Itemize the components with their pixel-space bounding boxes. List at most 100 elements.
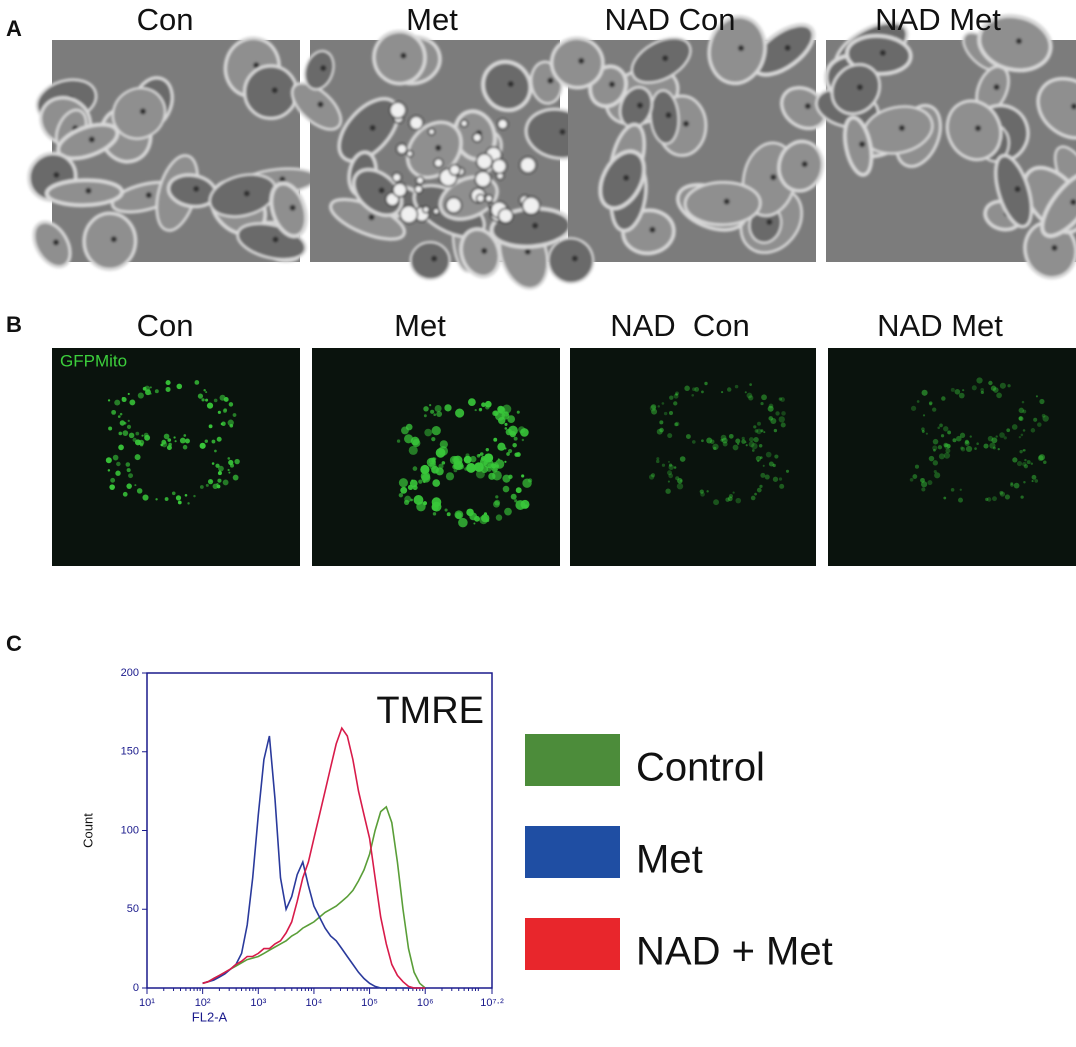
mito (732, 444, 739, 451)
mito (757, 460, 760, 463)
fluorescence-image (52, 348, 300, 566)
mito (119, 412, 123, 416)
mito (398, 478, 408, 488)
x-tick-label: 10³ (250, 997, 266, 1009)
mito (207, 402, 214, 409)
mito (165, 386, 171, 392)
mito (691, 393, 695, 397)
mito (744, 441, 747, 444)
nucleolus (193, 185, 200, 192)
nucleolus (578, 57, 585, 64)
mito (494, 499, 501, 506)
mito (136, 488, 143, 494)
vacuole (475, 152, 494, 171)
mito (1018, 416, 1023, 421)
mito (423, 480, 426, 484)
mito (764, 474, 770, 480)
mito (400, 486, 408, 494)
mito (527, 478, 533, 483)
image-bg (52, 348, 300, 566)
mito (720, 390, 724, 394)
cell (459, 227, 502, 279)
mito (1022, 462, 1027, 467)
mito (142, 494, 149, 501)
mito (401, 426, 409, 435)
mito (952, 438, 957, 443)
vacuole (445, 196, 463, 214)
mito (495, 464, 499, 468)
x-tick-label: 10¹ (139, 997, 155, 1009)
cell (409, 241, 451, 281)
mito (127, 392, 130, 396)
legend-swatch (525, 918, 620, 970)
mito (958, 392, 965, 399)
mito (775, 411, 780, 416)
vacuole (432, 207, 440, 216)
nucleolus (369, 124, 376, 131)
mito (780, 422, 786, 428)
mito (921, 427, 925, 431)
mito (126, 424, 132, 429)
mito (659, 427, 664, 433)
mito (765, 451, 772, 458)
mito (650, 473, 656, 478)
vacuole (392, 182, 408, 198)
mito (455, 408, 465, 418)
x-axis-label: FL2-A (192, 1009, 228, 1024)
mito (728, 433, 734, 439)
mito (115, 470, 121, 476)
mito (134, 454, 141, 461)
mito (939, 423, 943, 428)
mito (1018, 407, 1025, 414)
mito (985, 497, 989, 502)
mito (199, 485, 204, 489)
mito (164, 497, 169, 501)
micrographs (27, 14, 1076, 566)
mito (128, 473, 134, 479)
mito (762, 464, 765, 467)
mito (141, 434, 144, 437)
image-bg (570, 348, 816, 566)
x-tick-label: 10⁶ (417, 997, 434, 1009)
mito (473, 522, 476, 525)
mito (1041, 413, 1046, 418)
vacuole (475, 193, 486, 204)
nucleolus (801, 161, 808, 168)
mito (173, 436, 176, 439)
vacuole (491, 158, 508, 175)
mito (428, 457, 436, 465)
mito (920, 477, 925, 483)
mito (727, 496, 733, 502)
mito (761, 394, 767, 401)
mito (760, 429, 764, 433)
mito (433, 413, 436, 417)
mito (712, 443, 719, 450)
mito (139, 442, 144, 447)
mito (177, 500, 182, 505)
nucleolus (88, 136, 95, 143)
mito (956, 435, 962, 442)
mito (1013, 482, 1020, 489)
x-tick-label: 10⁴ (305, 997, 322, 1009)
mito (485, 405, 490, 410)
mito (493, 437, 498, 442)
mito (959, 488, 962, 491)
mito (171, 491, 176, 496)
mito (506, 452, 510, 456)
mito (213, 398, 218, 403)
mito (728, 493, 734, 499)
mito (183, 434, 187, 437)
mito (648, 474, 655, 480)
mito (132, 437, 137, 442)
mito (412, 466, 418, 471)
mito (722, 441, 728, 447)
image-title: NAD Met (877, 308, 1003, 343)
mito (668, 464, 674, 470)
legend-swatch (525, 734, 620, 786)
phase-image (27, 36, 318, 271)
mito (675, 391, 679, 396)
nucleolus (1015, 38, 1022, 45)
nucleolus (532, 222, 539, 229)
mito (773, 428, 778, 433)
